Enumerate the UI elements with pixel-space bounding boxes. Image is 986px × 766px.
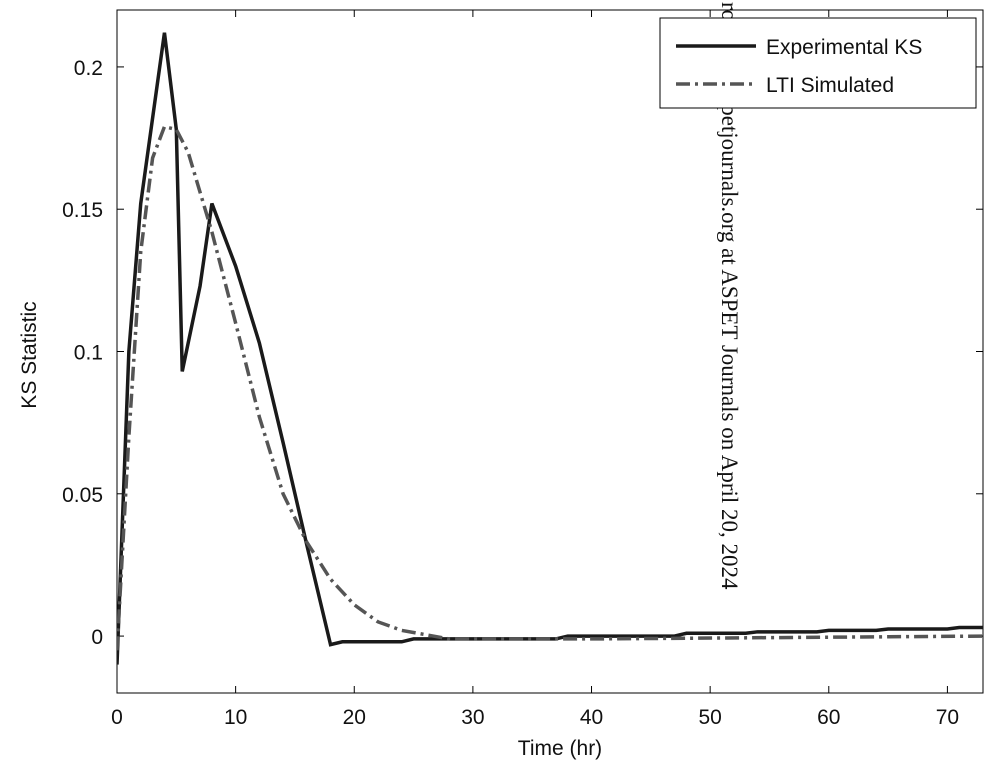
legend-label: Experimental KS — [766, 36, 922, 59]
x-tick-label: 60 — [817, 706, 840, 729]
y-axis-label: KS Statistic — [18, 301, 41, 408]
x-tick-label: 50 — [698, 706, 721, 729]
legend-box — [659, 17, 977, 109]
x-tick-label: 70 — [936, 706, 959, 729]
x-tick-label: 20 — [343, 706, 366, 729]
x-tick-label: 40 — [580, 706, 603, 729]
x-axis-label: Time (hr) — [518, 737, 602, 760]
x-tick-label: 10 — [224, 706, 247, 729]
y-tick-label: 0.05 — [62, 484, 103, 507]
legend-label: LTI Simulated — [766, 74, 894, 97]
y-tick-label: 0.1 — [74, 342, 103, 365]
y-tick-label: 0.2 — [74, 57, 103, 80]
plot-frame — [116, 9, 984, 694]
x-tick-label: 0 — [111, 706, 123, 729]
y-tick-label: 0.15 — [62, 199, 103, 222]
x-tick-label: 30 — [461, 706, 484, 729]
series-line — [117, 124, 983, 651]
y-tick-label: 0 — [91, 626, 103, 649]
series-line — [117, 32, 983, 665]
